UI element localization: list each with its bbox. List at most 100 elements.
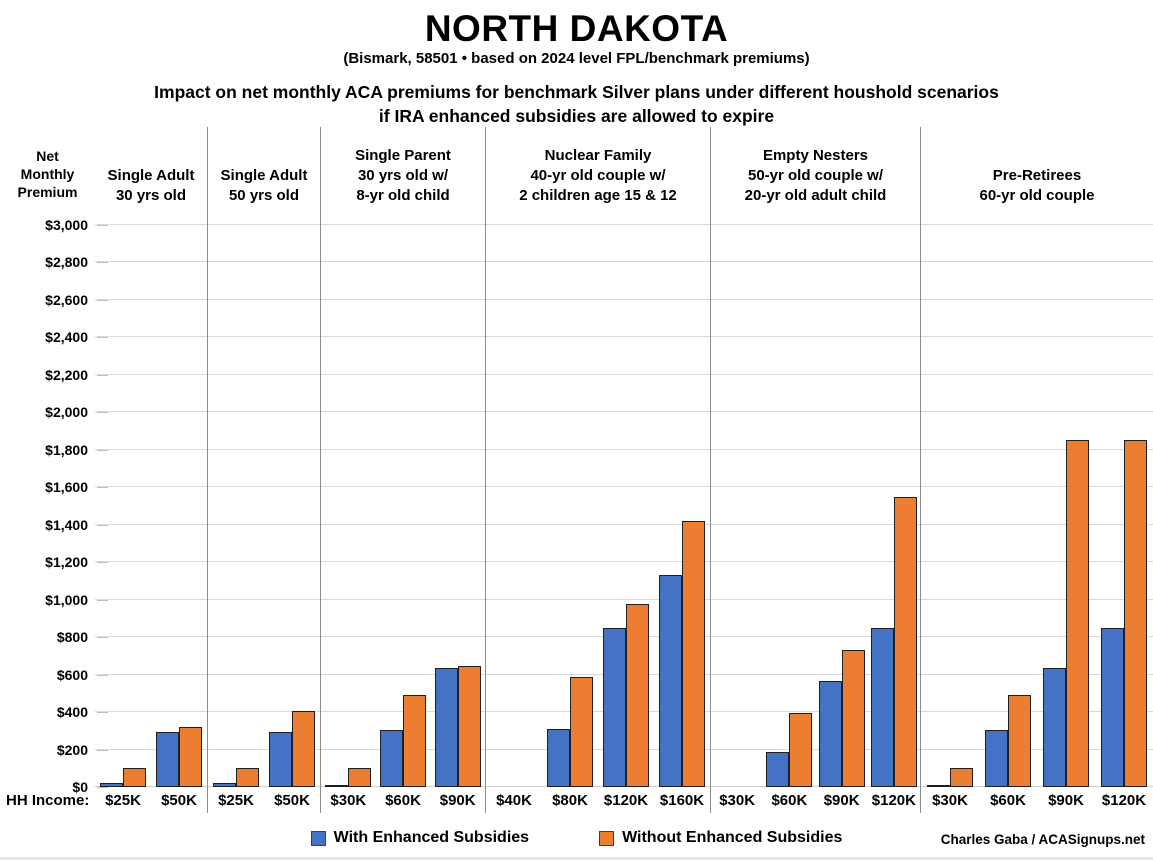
gridline <box>208 261 320 262</box>
category-slot <box>1037 210 1095 787</box>
gridline <box>95 636 207 637</box>
y-tick-mark <box>97 599 108 601</box>
gridline <box>321 298 485 300</box>
hh-income-category-label: $60K <box>385 791 421 809</box>
gridline <box>208 523 320 525</box>
scenario-group-plot <box>321 210 485 787</box>
bar-without-enhanced-subsidies <box>1066 440 1089 787</box>
scenario-group: Pre-Retirees 60-yr old couple $30K $60K $90… <box>920 127 1153 813</box>
gridline <box>921 598 1153 600</box>
gridline <box>208 711 320 712</box>
gridline <box>321 373 485 375</box>
hh-income-category-label: $25K <box>218 791 254 809</box>
category-labels-row: $30K $60K $90K <box>321 787 485 813</box>
gridline <box>208 748 320 750</box>
gridline <box>486 673 710 675</box>
y-tick-mark <box>97 412 108 413</box>
gridline <box>921 748 1153 750</box>
y-tick-mark <box>97 487 108 488</box>
y-tick-mark <box>97 224 108 226</box>
gridline <box>208 298 320 300</box>
bar-without-enhanced-subsidies <box>457 666 481 787</box>
y-tick-label: $2,000 <box>45 404 88 420</box>
gridline <box>95 261 207 262</box>
bar-without-enhanced-subsidies <box>789 712 813 787</box>
legend-swatch-orange-icon <box>599 830 615 846</box>
x-axis-baseline <box>208 786 320 787</box>
gridline <box>711 486 920 487</box>
gridline <box>208 336 320 337</box>
bar-with-enhanced-subsidies <box>927 785 950 787</box>
hh-income-category-label: $60K <box>771 791 808 809</box>
gridline <box>486 298 710 300</box>
y-tick-label: $400 <box>56 704 88 720</box>
gridline <box>711 261 920 262</box>
y-tick-label: $600 <box>56 666 88 683</box>
scenario-group-header: Single Adult 30 yrs old <box>107 167 195 204</box>
hh-income-category-label: $50K <box>274 791 310 809</box>
bar-without-enhanced-subsidies <box>1008 695 1031 787</box>
bar-without-enhanced-subsidies <box>626 604 649 787</box>
hh-income-label: HH Income: <box>6 792 90 809</box>
bar-with-enhanced-subsidies <box>156 731 179 787</box>
gridline <box>321 486 485 487</box>
hh-income-category-label: $120K <box>603 791 649 809</box>
gridline <box>321 223 485 225</box>
bar-with-enhanced-subsidies <box>1043 667 1066 787</box>
legend-item-with-subsidies: With Enhanced Subsidies <box>310 829 529 847</box>
gridline <box>711 373 920 375</box>
gridline <box>208 598 320 600</box>
bar-slots <box>921 210 1153 787</box>
scenario-group: Nuclear Family 40-yr old couple w/ 2 chi… <box>485 127 710 813</box>
gridline <box>95 486 207 487</box>
gridline <box>711 673 920 675</box>
y-tick-label: $2,800 <box>45 254 88 270</box>
y-tick-mark <box>97 262 108 263</box>
gridline <box>711 636 920 637</box>
gridline <box>95 561 207 562</box>
gridline <box>486 336 710 337</box>
bar-without-enhanced-subsidies <box>1124 440 1147 787</box>
gridline <box>711 448 920 450</box>
bar-without-enhanced-subsidies <box>179 727 202 787</box>
gridline <box>321 561 485 562</box>
bar-slots <box>486 210 710 787</box>
chart-area: Net Monthly Premium Single Adult 30 yrs … <box>0 127 1153 813</box>
bar-with-enhanced-subsidies <box>659 575 682 787</box>
y-tick-mark <box>97 562 108 563</box>
gridline <box>321 598 485 600</box>
gridline <box>486 561 710 562</box>
hh-income-category-label: $90K <box>1048 791 1084 809</box>
category-slot <box>264 210 320 787</box>
bar-with-enhanced-subsidies <box>380 729 403 787</box>
gridline <box>321 636 485 637</box>
hh-income-category-label: $25K <box>105 791 141 809</box>
y-tick-mark <box>97 524 108 526</box>
x-axis-baseline <box>486 786 710 787</box>
category-slot <box>321 210 376 787</box>
gridline <box>95 748 207 750</box>
y-tick-label: $1,400 <box>45 516 88 533</box>
gridline <box>921 486 1153 487</box>
legend-label-without-subsidies: Without Enhanced Subsidies <box>622 829 843 846</box>
bar-with-enhanced-subsidies <box>985 729 1008 787</box>
gridline <box>321 448 485 450</box>
gridline <box>921 711 1153 712</box>
scenario-group-plot <box>486 210 710 787</box>
y-tick-label: $0 <box>72 779 88 795</box>
page-title: NORTH DAKOTA <box>424 8 729 49</box>
hh-income-category-label: $120K <box>1101 791 1147 809</box>
gridline <box>321 261 485 262</box>
chart-heading: Impact on net monthly ACA premiums for b… <box>154 82 999 126</box>
hh-income-category-label: $50K <box>161 791 197 809</box>
category-labels-row: $40K $80K $120K $160K <box>486 787 710 813</box>
bar-with-enhanced-subsidies <box>870 627 894 787</box>
y-tick-mark <box>97 787 108 788</box>
bar-without-enhanced-subsidies <box>841 650 865 787</box>
category-slot <box>868 210 920 787</box>
gridline <box>486 598 710 600</box>
gridline <box>95 673 207 675</box>
scenario-group: Single Adult 30 yrs old $25K $50K <box>95 127 207 813</box>
bar-without-enhanced-subsidies <box>682 520 705 787</box>
y-tick-label: $2,600 <box>45 291 88 308</box>
